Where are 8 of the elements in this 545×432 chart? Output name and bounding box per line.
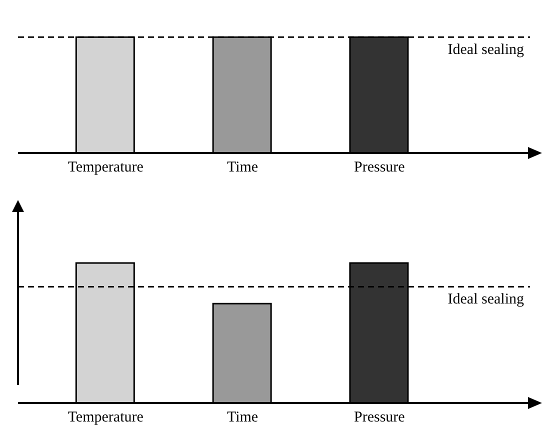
ref-line-label: Ideal sealing [448,42,524,58]
x-tick-label: Pressure [354,410,406,426]
ref-line-label: Ideal sealing [448,291,524,308]
x-tick-label: Pressure [354,160,406,176]
x-tick-label: Temperature [68,410,144,426]
x-tick-label: Time [226,410,258,426]
x-tick-label: Temperature [68,160,144,176]
x-tick-label: Time [226,160,258,176]
